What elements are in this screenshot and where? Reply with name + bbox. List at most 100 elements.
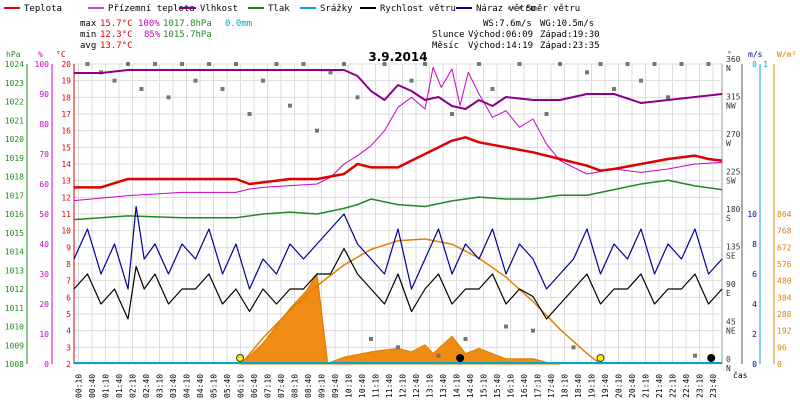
wind-dir-marker <box>531 328 535 333</box>
tick-label-dir-name: E <box>726 289 731 298</box>
x-tick-label: 13:10 <box>426 374 435 398</box>
wind-dir-marker <box>517 62 522 66</box>
wind-dir-marker <box>693 353 697 358</box>
legend: Teplota Přízemní teplota Vlhkost Tlak Sr… <box>4 4 580 14</box>
tick-label-temp: 14 <box>61 160 71 169</box>
x-tick-label: 00:40 <box>88 374 97 398</box>
tick-label-dir: 45 <box>726 318 736 327</box>
x-tick-label: 18:10 <box>561 374 570 398</box>
wind-dir-marker <box>396 345 400 350</box>
info-slunce-rise: Východ:06:09 <box>468 30 533 40</box>
x-tick-label: 09:40 <box>331 374 340 398</box>
axes: 1008100910101011101210131014101510161017… <box>5 55 792 373</box>
tick-label-dir-name: NE <box>726 327 736 336</box>
series-theoretical-radiation <box>240 238 601 365</box>
tick-label-dir: 180 <box>726 205 741 214</box>
unit-degc: °C <box>56 50 66 59</box>
tick-label-rad: 672 <box>777 243 792 252</box>
x-axis-labels: 00:10 00:40 01:10 01:40 02:10 02:40 03:10 03:40… <box>75 374 719 398</box>
tick-label-pct: 60 <box>39 180 49 189</box>
x-tick-label: 12:40 <box>412 374 421 398</box>
x-tick-label: 02:10 <box>129 374 138 398</box>
wind-dir-marker <box>625 62 630 66</box>
tick-label-temp: 9 <box>66 243 71 252</box>
tick-label-pct: 50 <box>39 210 49 219</box>
tick-label-rad: 576 <box>777 260 792 269</box>
sunrise-marker <box>236 354 245 362</box>
x-tick-label: 05:40 <box>223 374 232 398</box>
wind-dir-marker <box>706 62 711 66</box>
stats-min-press: 1015.7hPa <box>163 30 212 40</box>
wind-dir-marker <box>436 353 441 358</box>
tick-label-rad: 96 <box>777 343 787 352</box>
tick-label-temp: 4 <box>66 327 71 336</box>
legend-naraz-vetru: Náraz větru <box>476 4 536 14</box>
legend-rychlost-vetru: Rychlost větru <box>380 4 456 14</box>
stats-max-rain: 0.0mm <box>225 19 252 29</box>
tick-label-temp: 11 <box>61 210 71 219</box>
legend-srazky: Srážky <box>320 4 353 14</box>
tick-label-pct: 20 <box>39 300 49 309</box>
tick-label-dir: 225 <box>726 168 741 177</box>
tick-label-temp: 7 <box>66 277 71 286</box>
x-tick-label: 22:10 <box>669 374 678 398</box>
x-tick-label: 21:10 <box>642 374 651 398</box>
wind-dir-marker <box>490 87 495 91</box>
tick-label-hpa: 1015 <box>5 229 24 238</box>
wind-dir-marker <box>247 112 252 116</box>
stats-avg-label: avg <box>80 41 96 51</box>
stats-min-label: min <box>80 30 96 40</box>
wind-dir-marker <box>679 62 684 66</box>
unit-pct: % <box>38 50 43 59</box>
tick-label-pct: 80 <box>39 120 49 129</box>
x-tick-label: 21:40 <box>655 374 664 398</box>
x-tick-label: 08:40 <box>304 374 313 398</box>
moonrise-marker <box>456 354 465 362</box>
tick-label-hpa: 1023 <box>5 79 24 88</box>
stats-min-temp: 12.3°C <box>100 30 133 40</box>
tick-label-hpa: 1010 <box>5 323 24 332</box>
info-mesic-rise: Východ:14:19 <box>468 41 533 51</box>
tick-label-hpa: 1021 <box>5 116 24 125</box>
tick-label-dir-name: W <box>726 139 731 148</box>
info-mesic-label: Měsíc <box>432 41 459 51</box>
x-tick-label: 00:10 <box>75 374 84 398</box>
wind-dir-marker <box>423 62 427 66</box>
wind-dir-marker <box>504 324 508 329</box>
wind-dir-marker <box>666 95 670 100</box>
stats-max-press: 1017.8hPa <box>163 19 212 29</box>
wind-dir-marker <box>450 112 454 116</box>
tick-label-dir: 360 <box>726 55 741 64</box>
sunset-marker <box>596 354 605 362</box>
tick-label-temp: 10 <box>61 227 71 236</box>
tick-label-dir: 315 <box>726 93 741 102</box>
x-tick-label: 06:40 <box>250 374 259 398</box>
wind-dir-marker <box>571 345 576 350</box>
tick-label-temp: 18 <box>61 93 71 102</box>
stats-max-label: max <box>80 19 97 29</box>
wind-dir-marker <box>274 62 279 66</box>
legend-prizemni-teplota: Přízemní teplota <box>108 4 195 14</box>
legend-tlak: Tlak <box>268 4 290 14</box>
tick-label-ms: 8 <box>752 240 757 249</box>
unit-headers: hPa % °C ° m/s W/m² čas <box>6 50 796 380</box>
tick-label-pct: 10 <box>39 330 49 339</box>
x-tick-label: 15:10 <box>480 374 489 398</box>
unit-deg: ° <box>727 50 732 59</box>
moonset-marker <box>707 354 716 362</box>
series-windspeed-line <box>73 247 723 320</box>
wind-dir-marker <box>301 62 306 66</box>
tick-label-dir-name: SW <box>726 177 736 186</box>
tick-label-rain-1: 1 <box>763 60 768 69</box>
x-tick-label: 01:10 <box>102 374 111 398</box>
tick-label-temp: 3 <box>66 343 71 352</box>
tick-label-rad: 288 <box>777 310 792 319</box>
wind-dir-marker <box>139 87 144 91</box>
info-mesic-set: Západ:23:35 <box>540 41 600 51</box>
tick-label-hpa: 1020 <box>5 135 24 144</box>
wind-dir-marker <box>342 62 346 66</box>
tick-label-temp: 13 <box>61 177 71 186</box>
x-tick-label: 14:10 <box>453 374 462 398</box>
wind-dir-marker <box>639 78 643 83</box>
